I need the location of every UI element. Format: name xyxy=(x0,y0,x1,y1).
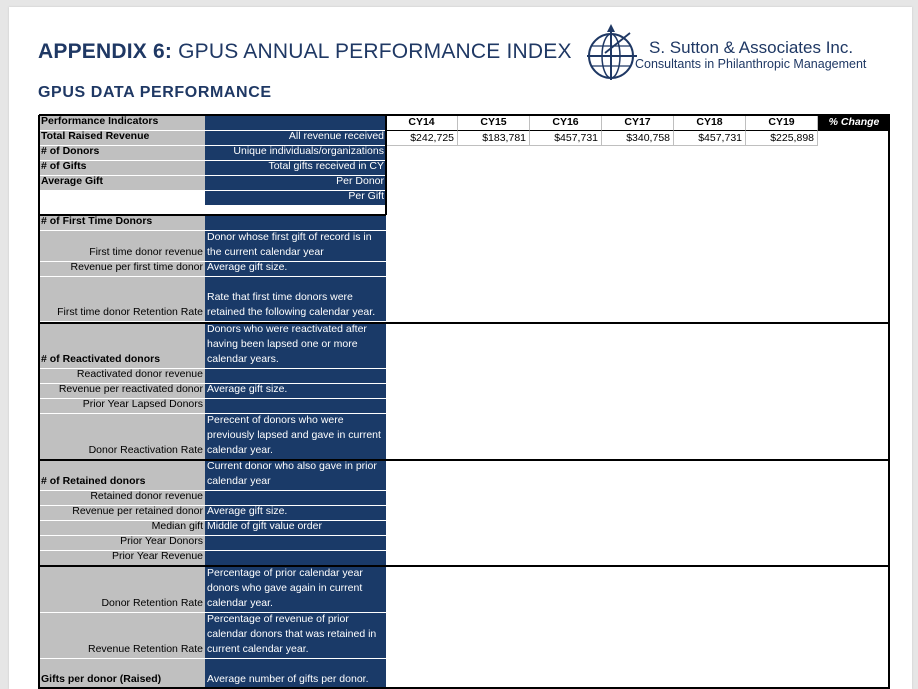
section-divider xyxy=(39,214,205,216)
indicator-label: Total Raised Revenue xyxy=(39,131,205,146)
indicator-label: Average Gift xyxy=(39,176,205,191)
table-border-bottom xyxy=(39,687,890,689)
indicator-label: Reactivated donor revenue xyxy=(39,369,205,384)
company-name: S. Sutton & Associates Inc. xyxy=(649,38,854,57)
section-divider xyxy=(39,459,890,461)
indicator-label: Donor Reactivation Rate xyxy=(39,414,205,460)
page-title: APPENDIX 6: GPUS ANNUAL PERFORMANCE INDE… xyxy=(38,40,572,63)
value-cell: $340,758 xyxy=(602,131,674,146)
indicator-description xyxy=(205,536,386,551)
table-divider xyxy=(205,214,386,216)
section-divider xyxy=(39,565,890,567)
indicator-description xyxy=(205,215,386,231)
indicator-description: Percentage of revenue of prior calendar … xyxy=(205,613,386,659)
indicator-label: First time donor Retention Rate xyxy=(39,277,205,322)
indicator-description: Donors who were reactivated after having… xyxy=(205,323,386,369)
indicator-description: Unique individuals/organizations xyxy=(205,146,386,161)
indicator-description: Average gift size. xyxy=(205,262,386,277)
indicator-description xyxy=(205,551,386,566)
indicator-description: Rate that first time donors were retaine… xyxy=(205,277,386,322)
indicator-label: # of Gifts xyxy=(39,161,205,176)
indicator-description: Current donor who also gave in prior cal… xyxy=(205,461,386,491)
indicator-label: # of First Time Donors xyxy=(39,215,205,231)
year-header: CY15 xyxy=(458,115,530,131)
indicator-description: Donor whose first gift of record is in t… xyxy=(205,231,386,262)
indicator-description xyxy=(205,369,386,384)
col-header-indicators: Performance Indicators xyxy=(39,115,205,131)
year-header: CY18 xyxy=(674,115,746,131)
indicator-description: Middle of gift value order xyxy=(205,521,386,536)
indicator-description: Percentage of prior calendar year donors… xyxy=(205,567,386,613)
indicator-description: Total gifts received in CY xyxy=(205,161,386,176)
indicator-label: Prior Year Donors xyxy=(39,536,205,551)
document-page: APPENDIX 6: GPUS ANNUAL PERFORMANCE INDE… xyxy=(9,7,912,689)
table-border-left xyxy=(38,115,40,689)
value-cell: $457,731 xyxy=(674,131,746,146)
indicator-label xyxy=(39,191,205,206)
year-header: CY16 xyxy=(530,115,602,131)
company-tagline: Consultants in Philanthropic Management xyxy=(635,57,867,71)
year-header: CY14 xyxy=(386,115,458,131)
value-cell: $457,731 xyxy=(530,131,602,146)
indicator-description: Average number of gifts per donor. xyxy=(205,659,386,689)
indicator-description: Average gift size. xyxy=(205,384,386,399)
indicator-description xyxy=(205,491,386,506)
indicator-label: First time donor revenue xyxy=(39,231,205,262)
indicator-description: Average gift size. xyxy=(205,506,386,521)
percent-change-header: % Change xyxy=(818,115,890,131)
indicator-label: Retained donor revenue xyxy=(39,491,205,506)
indicator-label: # of Reactivated donors xyxy=(39,323,205,369)
indicator-label: Prior Year Lapsed Donors xyxy=(39,399,205,414)
value-cell: $225,898 xyxy=(746,131,818,146)
indicator-label: Revenue per reactivated donor xyxy=(39,384,205,399)
performance-table: Performance Indicators CY14 CY15 CY16 CY… xyxy=(38,114,890,689)
indicator-description: Per Gift xyxy=(205,191,386,206)
col-header-description xyxy=(205,115,386,131)
indicator-description: All revenue received xyxy=(205,131,386,146)
indicator-label: Revenue per retained donor xyxy=(39,506,205,521)
section-subtitle: GPUS DATA PERFORMANCE xyxy=(38,84,272,101)
table-divider xyxy=(385,115,387,215)
year-header: CY19 xyxy=(746,115,818,131)
indicator-label: Gifts per donor (Raised) xyxy=(39,659,205,689)
indicator-description: Per Donor xyxy=(205,176,386,191)
table-border-top xyxy=(39,114,890,116)
indicator-label: Donor Retention Rate xyxy=(39,567,205,613)
indicator-label: Revenue Retention Rate xyxy=(39,613,205,659)
indicator-label: Median gift xyxy=(39,521,205,536)
value-cell: $183,781 xyxy=(458,131,530,146)
indicator-label: # of Retained donors xyxy=(39,461,205,491)
globe-compass-icon xyxy=(587,24,637,80)
section-divider xyxy=(39,322,890,324)
indicator-label: Prior Year Revenue xyxy=(39,551,205,566)
table-border-right xyxy=(888,115,890,689)
indicator-label: Revenue per first time donor xyxy=(39,262,205,277)
indicator-description: Perecent of donors who were previously l… xyxy=(205,414,386,460)
indicator-label: # of Donors xyxy=(39,146,205,161)
year-header: CY17 xyxy=(602,115,674,131)
value-cell: $242,725 xyxy=(386,131,458,146)
indicator-description xyxy=(205,399,386,414)
